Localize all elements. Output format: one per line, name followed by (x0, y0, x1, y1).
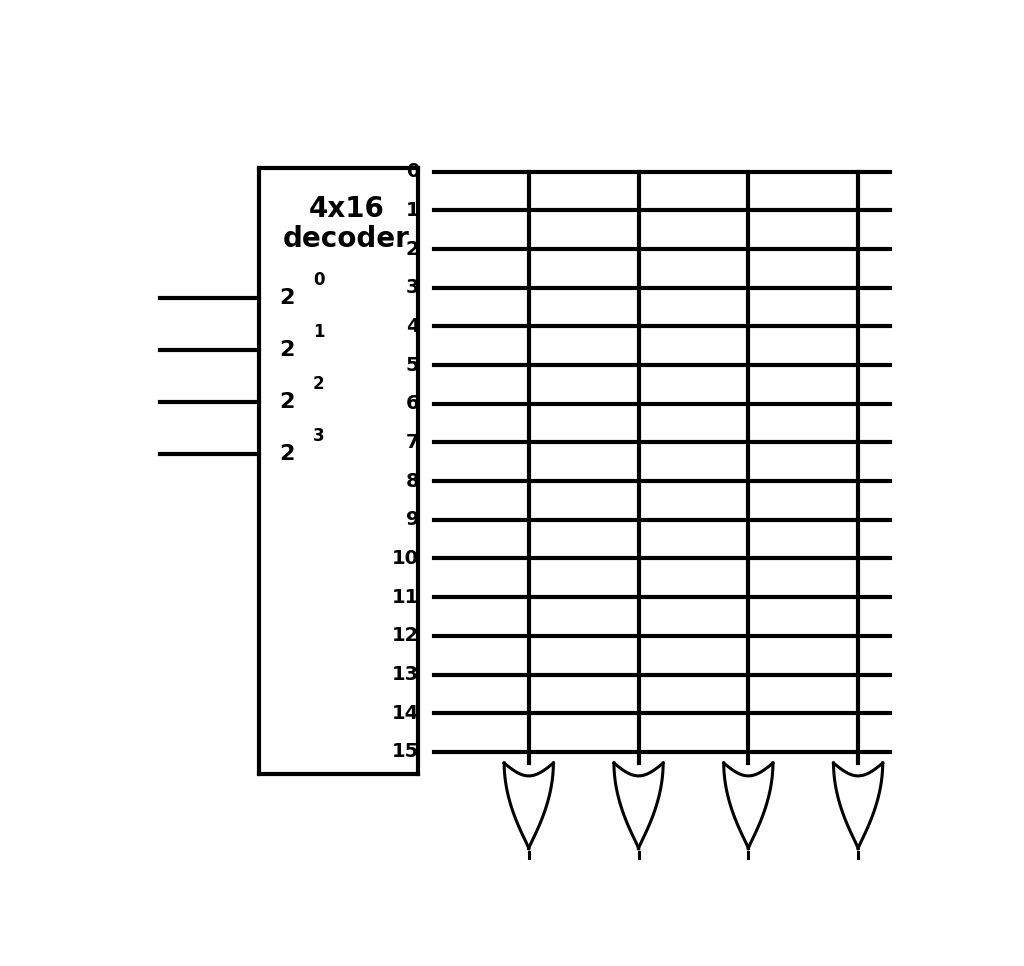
Text: 1: 1 (406, 201, 419, 220)
Text: 0: 0 (313, 270, 325, 289)
Text: 2: 2 (406, 240, 419, 259)
Text: 10: 10 (392, 549, 419, 568)
Text: 13: 13 (392, 665, 419, 684)
Text: 2: 2 (279, 392, 294, 412)
Text: 8: 8 (406, 471, 419, 491)
Text: 7: 7 (406, 433, 419, 452)
Text: 4x16: 4x16 (308, 195, 384, 223)
Text: 2: 2 (279, 288, 294, 308)
Text: 15: 15 (392, 743, 419, 761)
Text: 11: 11 (392, 587, 419, 607)
Text: 6: 6 (406, 394, 419, 413)
Text: 1: 1 (313, 323, 325, 341)
Text: 9: 9 (406, 510, 419, 529)
Text: 2: 2 (279, 444, 294, 465)
Text: decoder: decoder (283, 225, 410, 253)
Text: 12: 12 (392, 626, 419, 645)
Text: 2: 2 (313, 375, 325, 393)
Text: 4: 4 (406, 317, 419, 336)
Text: 3: 3 (313, 427, 325, 444)
Text: 2: 2 (279, 340, 294, 360)
Text: 0: 0 (406, 162, 419, 182)
Text: 14: 14 (392, 703, 419, 723)
Text: 5: 5 (406, 355, 419, 375)
Text: 3: 3 (406, 278, 419, 298)
